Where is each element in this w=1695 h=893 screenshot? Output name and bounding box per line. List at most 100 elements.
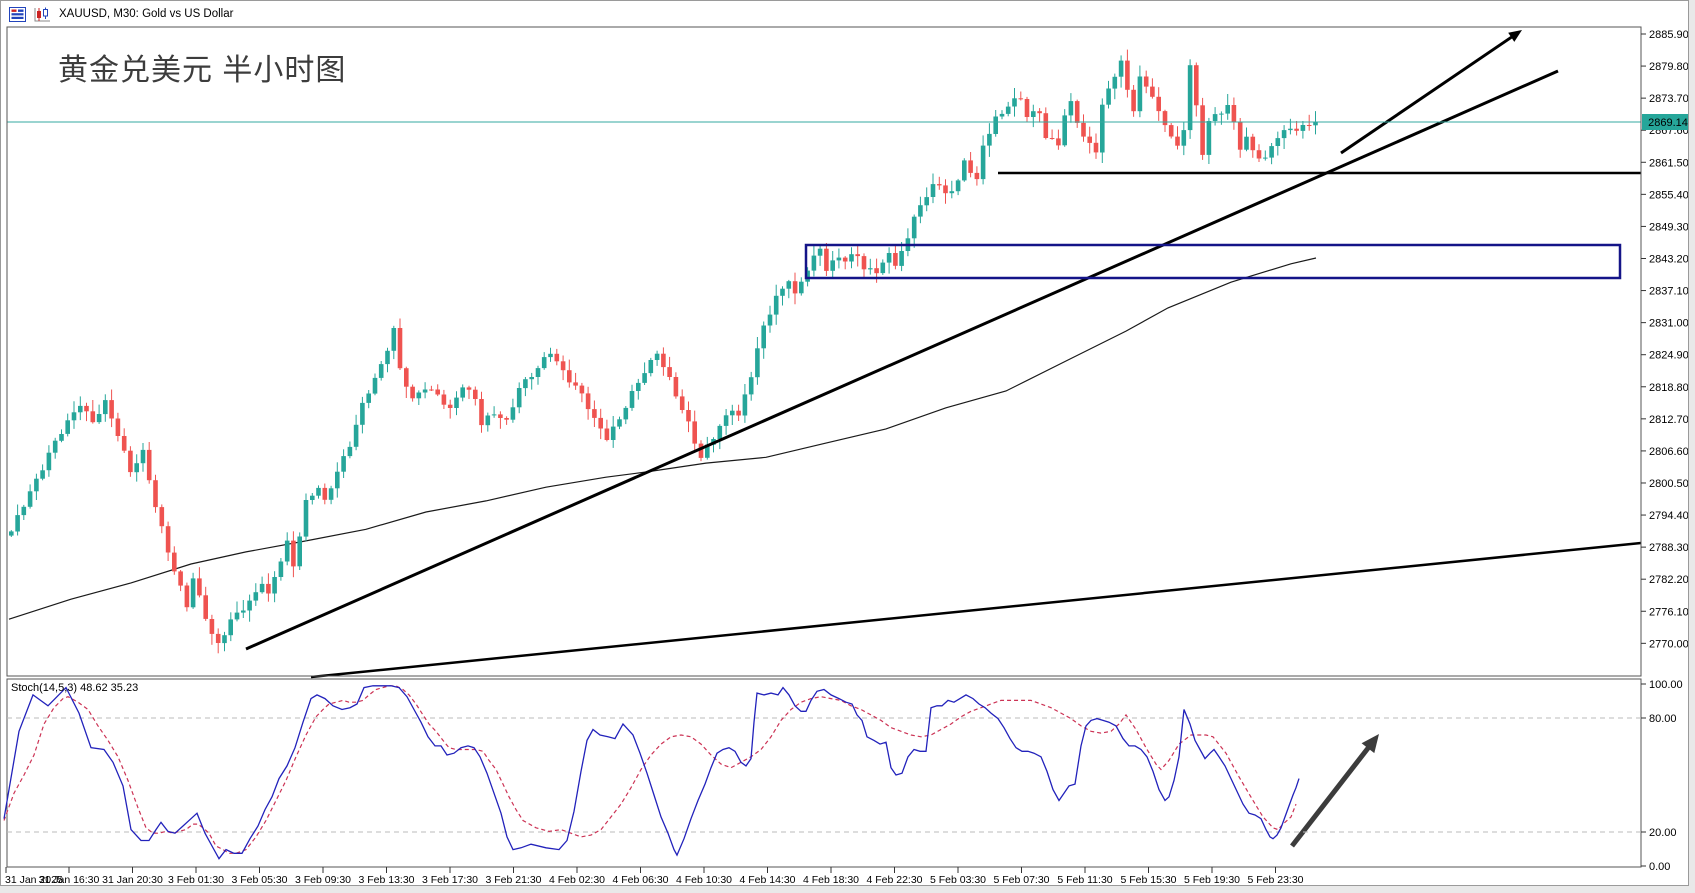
candle-body	[59, 434, 64, 441]
time-tick-label: 4 Feb 06:30	[612, 874, 668, 885]
candle-body	[560, 361, 566, 371]
price-tick-label: 2776.10	[1649, 606, 1688, 618]
candle-body	[1256, 150, 1262, 159]
candle-body	[46, 452, 52, 471]
candle-body	[780, 288, 785, 296]
candle-body	[1056, 138, 1061, 146]
candle-body	[303, 500, 309, 537]
candle-body	[429, 389, 434, 391]
pane-borders	[6, 26, 1642, 868]
candle-body	[541, 357, 547, 369]
candle-body	[692, 421, 697, 444]
candle-body	[1200, 105, 1205, 155]
candle-body	[636, 382, 641, 391]
candle-body	[372, 377, 378, 394]
time-tick-label: 3 Feb 21:30	[485, 874, 541, 885]
candle-body	[322, 487, 328, 500]
price-tick-label: 2812.70	[1649, 414, 1688, 426]
chart-heading: 黄金兑美元 半小时图	[58, 54, 347, 87]
candle-body	[335, 471, 340, 489]
candle-body	[1300, 125, 1306, 131]
candle-body	[416, 392, 422, 399]
candle-body	[15, 515, 20, 532]
candle-body	[548, 353, 553, 358]
candle-body	[1206, 121, 1212, 155]
price-tick-label: 2800.50	[1649, 478, 1688, 490]
candle-body	[1225, 105, 1230, 114]
candle-body	[911, 216, 917, 239]
candle-body	[504, 418, 509, 420]
candle-body	[585, 393, 591, 410]
candle-body	[736, 410, 741, 416]
candle-body	[215, 633, 221, 643]
main-uptrend-line	[245, 69, 1559, 651]
candle-body	[278, 561, 284, 577]
stoch-main-line	[3, 685, 1300, 860]
candles	[9, 49, 1318, 654]
candlestick-chart-icon[interactable]	[34, 7, 51, 22]
stoch-level-label: 100.00	[1649, 679, 1683, 691]
price-tick-label: 2794.40	[1649, 510, 1688, 522]
candle-body	[1194, 65, 1199, 106]
time-tick-label: 3 Feb 09:30	[295, 874, 351, 885]
candle-body	[341, 456, 346, 472]
candle-body	[717, 425, 723, 439]
stoch-up-arrow-head	[1361, 734, 1379, 754]
candle-body	[128, 450, 133, 473]
candle-body	[836, 257, 842, 261]
candle-body	[1143, 76, 1149, 87]
candle-body	[1093, 142, 1099, 153]
stoch-signal-line	[3, 685, 1297, 854]
price-tick-label: 2806.60	[1649, 446, 1688, 458]
candle-body	[190, 578, 196, 608]
candle-body	[661, 353, 666, 368]
candle-body	[849, 254, 854, 262]
candle-body	[65, 420, 70, 434]
candle-body	[103, 400, 108, 415]
price-tick-label: 2843.20	[1649, 253, 1688, 265]
candle-body	[755, 348, 760, 378]
projection-arrow-head	[1508, 30, 1522, 42]
candle-body	[222, 635, 227, 644]
lower-trend-line	[310, 541, 1642, 679]
candle-body	[705, 444, 710, 458]
trendline-annotations[interactable]	[245, 30, 1642, 848]
candle-body	[1150, 86, 1155, 97]
candle-body	[1031, 111, 1036, 117]
candle-body	[880, 262, 886, 274]
candle-body	[422, 389, 428, 393]
candle-body	[360, 402, 365, 425]
time-tick-label: 31 Jan 2025	[5, 874, 63, 885]
candle-body	[90, 411, 96, 423]
time-tick-label: 4 Feb 02:30	[549, 874, 605, 885]
candle-body	[899, 251, 904, 266]
moving-average-line	[8, 257, 1317, 620]
candle-body	[698, 443, 704, 458]
candle-body	[178, 571, 183, 586]
price-tick-label: 2861.50	[1649, 157, 1688, 169]
candle-body	[842, 257, 848, 262]
stoch-level-label: 80.00	[1649, 713, 1677, 725]
time-tick-label: 4 Feb 18:30	[803, 874, 859, 885]
candle-body	[197, 578, 202, 596]
candle-body	[535, 368, 541, 377]
time-tick-label: 4 Feb 10:30	[676, 874, 732, 885]
candle-body	[1168, 125, 1174, 137]
candle-body	[297, 536, 302, 567]
candle-body	[667, 367, 672, 377]
time-tick-label: 3 Feb 01:30	[168, 874, 224, 885]
chart-title: XAUUSD, M30: Gold vs US Dollar	[59, 8, 234, 20]
time-tick-label: 31 Jan 16:30	[39, 874, 100, 885]
indicator-list-icon[interactable]	[9, 6, 26, 22]
candle-body	[466, 387, 472, 390]
candle-body	[855, 254, 860, 257]
candle-body	[955, 180, 961, 192]
candle-body	[447, 404, 453, 408]
candle-body	[1244, 136, 1249, 150]
candle-body	[654, 353, 660, 360]
price-axis: 2885.902879.802873.702867.602861.502855.…	[1641, 29, 1688, 650]
current-price-tag: 2869.14	[1642, 114, 1688, 130]
candle-body	[980, 145, 986, 180]
